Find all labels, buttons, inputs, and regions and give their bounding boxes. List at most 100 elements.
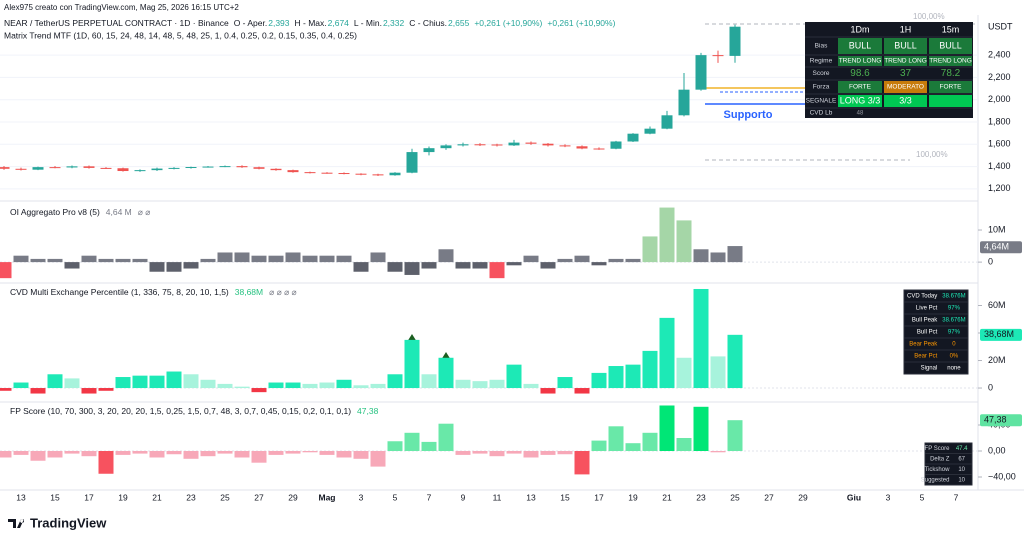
bar [166,450,182,455]
table-row-label: Score [813,70,830,77]
bar [166,262,182,272]
y-tick-label: −40,00 [988,471,1016,481]
bar [523,450,539,458]
candle-body [729,26,741,56]
bar [115,450,131,455]
candle-body [355,173,367,175]
y-tick-label: 1,600 [988,139,1011,149]
mini-value: 47.4 [956,446,968,452]
y-tick-label: 20M [988,355,1006,365]
bar [47,258,63,263]
table-cell-text: 37 [900,68,912,79]
bar [200,379,216,389]
bar [319,450,335,455]
candle-body [168,167,180,169]
table-cell-text: BULL [939,40,962,50]
bar [693,288,709,389]
bar [727,420,743,451]
bar [183,262,199,269]
bar [489,262,505,279]
x-tick-label: 29 [798,492,808,502]
candle-body [491,144,503,146]
bar [506,262,522,266]
mini-value: 10 [958,477,965,483]
bar [574,388,590,394]
table-cell [929,38,972,54]
bar [727,246,743,263]
level-label: 100,00% [913,12,945,21]
x-tick-label: 7 [954,492,959,502]
candle-body [661,115,673,129]
mini-label: Bear Pct [914,354,937,360]
x-tick-label: 17 [594,492,604,502]
table-cell [838,56,882,66]
candle-body [678,89,690,116]
table-cell-text: BULL [849,40,872,50]
candle-body [627,133,639,142]
x-tick-label: 27 [764,492,774,502]
bar [455,379,471,389]
candle-body [202,166,214,168]
y-tick-label: 60M [988,300,1006,310]
candle-body [440,145,452,149]
candle-body [49,167,61,169]
bar [625,443,641,451]
bar [0,450,12,458]
bar [608,258,624,263]
mini-value: 97% [948,330,961,336]
bar [217,450,233,454]
bar [710,252,726,263]
bar [710,450,726,453]
bar [251,450,267,463]
bar [13,382,29,389]
bar [149,262,165,272]
ohlc-value: 2,655 [448,18,470,28]
bar [217,383,233,389]
currency: USDT [988,21,1013,31]
table-cell [884,38,927,54]
table-cell-text: FORTE [849,84,872,91]
symbol-line: NEAR / TetherUS PERPETUAL CONTRACT · 1D … [4,18,616,28]
last-value-box [980,241,1022,254]
bar [455,450,471,455]
bar [149,375,165,389]
ohlc-value: 2,674 [328,18,350,28]
candle-body [695,55,707,90]
bar [387,374,403,389]
candle-body [474,144,486,146]
bar [353,450,369,459]
mini-value: 0 [952,342,956,348]
bar [115,377,131,389]
candle-body [253,167,265,169]
mini-label: Suggested [921,477,950,483]
bar [557,377,573,389]
bar [234,252,250,263]
bar [591,372,607,389]
bar [30,388,46,394]
candle-body [100,167,112,169]
candle-body [66,166,78,168]
level-label: 100,00% [916,150,948,159]
candle-body [338,173,350,175]
table-cell [884,81,927,93]
bar [285,450,301,454]
bar [659,207,675,263]
mini-value: 10 [958,467,965,473]
table-cell-text: LONG 3/3 [840,95,881,105]
mini-label: Live Pct [916,306,938,312]
bar [727,334,743,389]
candle-body [219,166,231,168]
x-tick-label: 23 [696,492,706,502]
ohlc-value: 2,393 [268,18,290,28]
x-tick-label: 9 [461,492,466,502]
bar [217,252,233,263]
bar [404,339,420,389]
mini-value: 38.676M [942,294,965,300]
candle-body [134,170,146,172]
table-cell-text: 48 [857,111,864,117]
last-value-box [980,328,1022,341]
x-tick-label: 23 [186,492,196,502]
bar [659,405,675,451]
bar [302,255,318,263]
